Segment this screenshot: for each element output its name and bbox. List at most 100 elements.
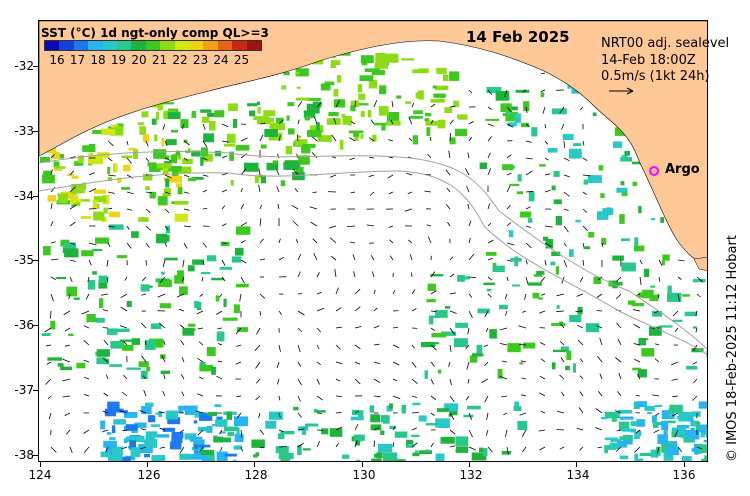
sst-patch xyxy=(593,276,601,284)
sst-patch xyxy=(553,199,562,205)
current-arrow xyxy=(107,276,109,283)
sst-patch xyxy=(96,349,110,357)
current-arrow xyxy=(333,117,337,125)
sst-patch xyxy=(619,436,633,441)
current-arrow xyxy=(240,446,244,452)
sst-patch xyxy=(619,214,625,224)
current-arrow xyxy=(329,174,337,178)
current-arrow xyxy=(563,174,570,178)
sst-patch xyxy=(406,439,414,448)
axis-tick xyxy=(254,462,255,467)
sst-patch xyxy=(644,406,655,411)
current-arrow xyxy=(637,373,641,380)
sst-patch xyxy=(208,121,216,131)
current-arrow xyxy=(542,106,546,114)
sst-patch xyxy=(174,200,189,205)
current-arrow xyxy=(373,440,375,448)
sst-patch xyxy=(463,414,474,418)
sst-patch xyxy=(43,170,52,178)
current-arrow xyxy=(652,394,660,397)
sst-patch xyxy=(336,75,342,83)
sst-patch xyxy=(666,447,679,456)
sst-patch xyxy=(534,274,542,277)
sst-patch xyxy=(73,297,80,300)
sst-patch xyxy=(195,444,211,448)
sst-patch xyxy=(233,459,237,461)
current-arrow xyxy=(316,272,320,278)
current-arrow xyxy=(236,412,242,419)
current-arrow xyxy=(522,89,527,93)
current-arrow xyxy=(634,358,641,363)
sst-patch xyxy=(214,110,225,118)
current-arrow xyxy=(161,355,166,363)
sst-patch xyxy=(519,362,524,365)
sst-patch xyxy=(367,110,372,118)
current-arrow xyxy=(354,361,360,365)
sst-patch xyxy=(371,70,385,76)
current-arrow xyxy=(202,208,208,210)
sst-patch xyxy=(463,341,468,346)
current-arrow xyxy=(430,327,436,332)
sst-patch xyxy=(386,121,401,126)
sst-patch xyxy=(280,180,286,187)
sst-patch xyxy=(68,333,74,337)
sst-patch xyxy=(411,434,420,437)
sst-patch xyxy=(206,347,216,357)
sst-patch xyxy=(476,344,483,354)
sst-patch xyxy=(114,328,130,332)
current-arrow xyxy=(485,429,489,436)
sst-patch xyxy=(145,434,155,442)
sst-patch xyxy=(264,129,278,137)
shelf-contour xyxy=(39,170,707,356)
sst-patch xyxy=(260,144,267,149)
sst-patch xyxy=(691,448,695,452)
sst-patch xyxy=(167,417,181,425)
sst-patch xyxy=(382,452,398,461)
current-arrow xyxy=(390,119,394,125)
current-arrow xyxy=(596,310,603,312)
current-arrow xyxy=(162,390,166,397)
sst-patch xyxy=(82,145,92,152)
sst-patch xyxy=(690,420,699,427)
sst-patch xyxy=(330,64,336,68)
sst-patch xyxy=(622,428,631,432)
sst-patch xyxy=(436,408,449,412)
current-arrow xyxy=(159,427,166,431)
current-arrow xyxy=(540,276,546,283)
sst-patch xyxy=(374,62,389,69)
current-arrow xyxy=(487,168,492,176)
current-arrow xyxy=(635,395,641,397)
sst-patch xyxy=(360,111,365,117)
sst-patch xyxy=(669,404,683,413)
current-arrow xyxy=(259,429,265,435)
current-arrow xyxy=(487,152,491,159)
argo-marker-icon[interactable] xyxy=(649,166,659,176)
sst-patch xyxy=(454,128,467,137)
current-arrow xyxy=(142,375,147,380)
current-arrow xyxy=(559,340,565,346)
lat-tick-label: -36 xyxy=(14,318,34,332)
sst-patch xyxy=(236,428,240,436)
current-arrow xyxy=(408,137,413,142)
sst-patch xyxy=(180,119,189,129)
sst-patch xyxy=(583,179,589,185)
sst-patch xyxy=(236,283,249,288)
current-arrow xyxy=(140,428,147,431)
sst-patch xyxy=(88,155,103,165)
sst-patch xyxy=(223,143,235,147)
current-arrow xyxy=(468,237,471,244)
sst-patch xyxy=(255,452,260,456)
colorbar-label: 17 xyxy=(69,53,86,67)
sst-patch xyxy=(358,410,364,420)
sst-patch xyxy=(510,258,522,262)
current-arrow xyxy=(107,242,111,248)
sst-patch xyxy=(131,338,140,345)
map-canvas xyxy=(39,21,707,461)
sst-patch xyxy=(110,340,125,349)
sst-patch xyxy=(341,114,346,118)
sst-patch xyxy=(614,282,623,286)
sst-patch xyxy=(41,333,51,336)
map-frame[interactable] xyxy=(38,20,708,462)
sst-patch xyxy=(686,366,698,370)
sst-patch xyxy=(426,299,436,303)
